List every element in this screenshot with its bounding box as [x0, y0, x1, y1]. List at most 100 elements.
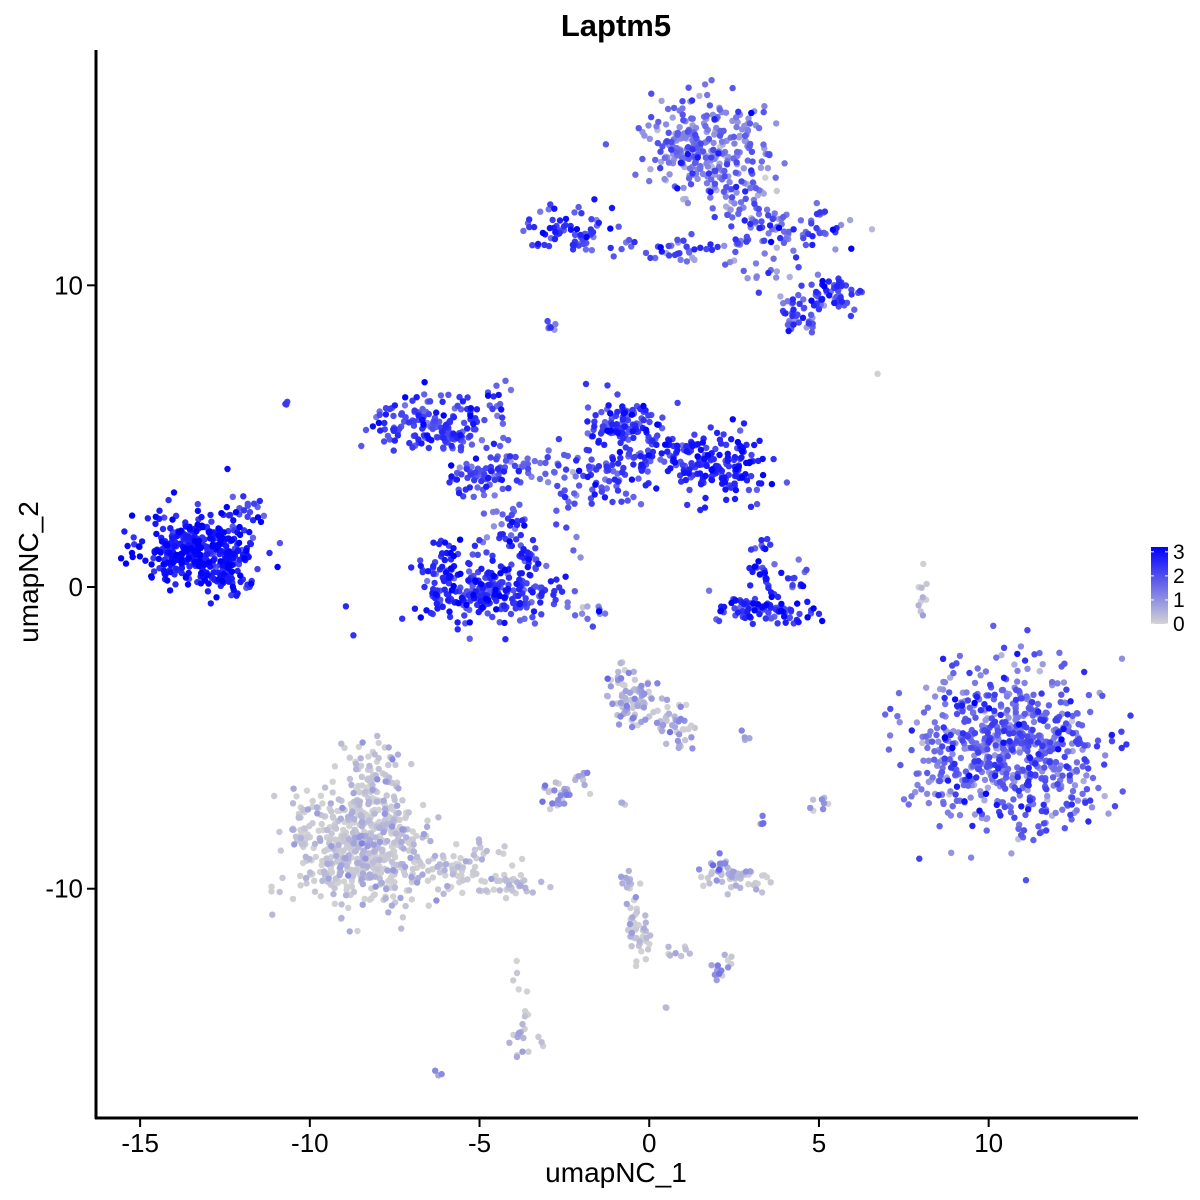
- data-point: [333, 852, 340, 860]
- data-point: [967, 854, 975, 861]
- data-point: [571, 209, 578, 216]
- data-point: [756, 437, 763, 444]
- data-point: [665, 242, 672, 250]
- data-point: [769, 215, 776, 223]
- data-point: [152, 513, 159, 520]
- data-point: [745, 605, 752, 613]
- data-point: [644, 468, 651, 475]
- data-point: [703, 245, 710, 253]
- data-point: [550, 591, 557, 598]
- data-point: [635, 475, 642, 482]
- data-point: [401, 402, 409, 409]
- data-point: [526, 223, 533, 231]
- data-point: [940, 724, 947, 731]
- data-point: [807, 804, 814, 812]
- data-point: [789, 296, 797, 303]
- data-point: [341, 832, 348, 839]
- data-point: [809, 241, 816, 249]
- data-point: [413, 394, 420, 401]
- data-point: [976, 766, 983, 773]
- data-point: [329, 778, 336, 785]
- legend-tick-label: 3: [1173, 541, 1185, 564]
- data-point: [1030, 691, 1037, 698]
- data-point: [961, 798, 968, 805]
- data-point: [348, 781, 355, 789]
- data-point: [765, 230, 772, 237]
- data-point: [1014, 678, 1021, 685]
- data-point: [618, 498, 625, 505]
- data-point: [450, 552, 457, 560]
- data-point: [1118, 728, 1125, 735]
- data-point: [289, 800, 297, 807]
- data-point: [203, 543, 211, 550]
- data-point: [689, 146, 696, 153]
- data-point: [755, 124, 763, 132]
- data-point: [649, 437, 656, 444]
- data-point: [981, 797, 988, 804]
- data-point: [365, 753, 372, 760]
- data-point: [432, 1067, 439, 1074]
- data-point: [424, 568, 432, 575]
- data-point: [493, 456, 500, 463]
- data-point: [597, 430, 605, 437]
- x-tick-label: -10: [291, 1128, 329, 1158]
- data-point: [535, 1033, 542, 1041]
- data-point: [675, 744, 682, 752]
- data-point: [513, 1053, 521, 1061]
- data-point: [709, 205, 716, 212]
- data-point: [920, 560, 927, 568]
- data-point: [499, 485, 506, 493]
- data-point: [810, 302, 818, 309]
- data-point: [546, 805, 554, 813]
- data-point: [964, 697, 972, 704]
- data-point: [815, 306, 823, 313]
- data-point: [205, 580, 212, 587]
- data-point: [996, 778, 1003, 786]
- data-point: [159, 525, 167, 533]
- data-point: [999, 686, 1007, 694]
- data-point: [383, 885, 390, 893]
- data-point: [983, 827, 990, 834]
- data-point: [1085, 691, 1093, 699]
- data-point: [604, 382, 611, 389]
- data-point: [418, 440, 425, 447]
- data-point: [637, 880, 644, 887]
- data-point: [424, 577, 431, 585]
- data-point: [1012, 686, 1020, 694]
- data-point: [539, 798, 546, 805]
- data-point: [918, 786, 925, 793]
- data-point: [153, 547, 161, 555]
- data-point: [502, 894, 510, 902]
- data-point: [733, 114, 740, 121]
- data-point: [732, 486, 740, 494]
- data-point: [721, 167, 728, 175]
- data-point: [433, 897, 440, 904]
- data-point: [400, 845, 407, 852]
- data-point: [1027, 738, 1034, 745]
- data-point: [399, 615, 406, 622]
- data-point: [646, 177, 653, 185]
- data-point: [761, 569, 769, 577]
- data-point: [1118, 655, 1126, 662]
- data-point: [725, 463, 732, 470]
- data-point: [541, 241, 548, 249]
- data-point: [571, 490, 578, 497]
- data-point: [919, 612, 927, 619]
- data-point: [728, 223, 735, 230]
- data-point: [401, 863, 409, 871]
- data-point: [677, 256, 684, 263]
- data-point: [483, 534, 491, 541]
- data-point: [505, 436, 512, 444]
- data-point: [740, 420, 748, 427]
- data-point: [516, 617, 524, 624]
- data-point: [466, 619, 473, 626]
- data-point: [629, 914, 636, 921]
- data-point: [254, 565, 261, 573]
- data-point: [729, 214, 736, 221]
- data-point: [710, 146, 717, 153]
- data-point: [388, 823, 396, 830]
- data-point: [935, 738, 942, 745]
- data-point: [705, 135, 713, 143]
- data-point: [619, 799, 626, 806]
- data-point: [1015, 721, 1023, 728]
